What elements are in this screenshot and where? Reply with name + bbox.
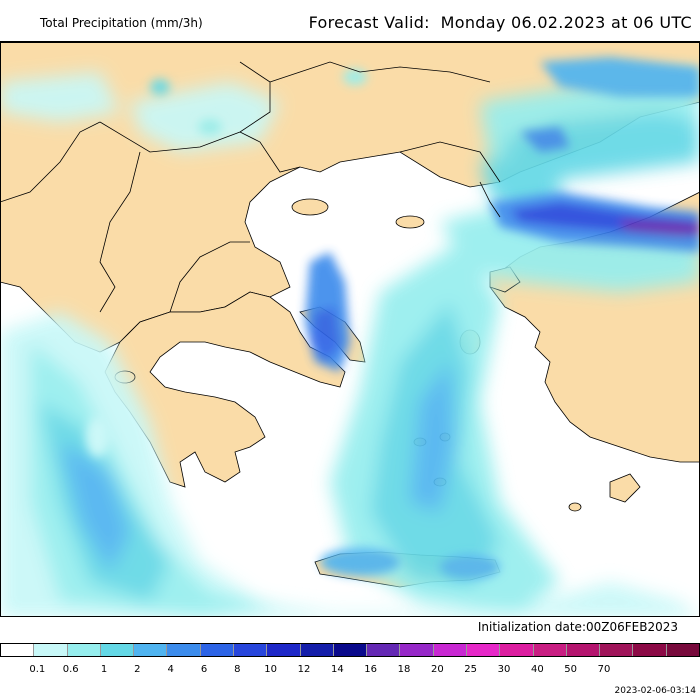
border-lines: [0, 61, 501, 313]
legend-swatch: [433, 644, 467, 656]
legend-label: 14: [330, 664, 344, 675]
legend-swatch: [566, 644, 601, 656]
initialization-date: Initialization date:00Z06FEB2023: [477, 620, 678, 634]
legend-label: 4: [167, 664, 174, 675]
land-rhodes: [609, 473, 641, 503]
color-legend: [0, 643, 700, 657]
legend-swatch: [34, 644, 68, 656]
legend-label: 18: [397, 664, 411, 675]
land-greece: [104, 291, 346, 488]
legend-swatch: [533, 644, 567, 656]
map-canvas: [0, 42, 700, 616]
precipitation-map: [0, 41, 700, 617]
legend-swatch: [1, 644, 35, 656]
timestamp: 2023-02-06-03:14: [614, 686, 697, 696]
legend-label: 8: [234, 664, 241, 675]
legend-swatch: [400, 644, 434, 656]
land-thasos: [291, 198, 329, 216]
legend-swatch: [167, 644, 201, 656]
legend-label: 0.6: [62, 664, 79, 675]
chart-title: Total Precipitation (mm/3h): [40, 16, 203, 30]
legend-label: 20: [430, 664, 444, 675]
legend-swatch: [134, 644, 168, 656]
legend-label: 30: [497, 664, 511, 675]
legend-label: 1: [100, 664, 108, 675]
legend-swatch: [67, 644, 101, 656]
legend-label: 50: [564, 664, 578, 675]
legend-label: 40: [530, 664, 544, 675]
legend-swatch: [500, 644, 534, 656]
legend-swatch: [666, 644, 699, 656]
legend-swatch: [633, 644, 667, 656]
legend-labels: 0.1 0.6 1 2 4 6 8 10 12 14 16 18 20 25 30 40 50 70: [0, 664, 700, 678]
legend-label: 0.1: [29, 664, 46, 675]
legend-swatch: [233, 644, 268, 656]
forecast-valid: Forecast Valid: Monday 06.02.2023 at 06 …: [309, 13, 692, 32]
land-karpathos: [568, 502, 582, 512]
legend-label: 10: [264, 664, 278, 675]
legend-label: 25: [464, 664, 478, 675]
legend-label: 2: [134, 664, 141, 675]
legend-label: 12: [297, 664, 311, 675]
forecast-value: Monday 06.02.2023 at 06 UTC: [440, 13, 692, 32]
legend-label: 6: [200, 664, 208, 675]
legend-swatch: [333, 644, 368, 656]
legend-swatch: [600, 644, 634, 656]
legend-swatch: [466, 644, 501, 656]
legend-swatch: [200, 644, 234, 656]
legend-swatch: [267, 644, 301, 656]
legend-label: 16: [364, 664, 378, 675]
legend-swatch: [367, 644, 401, 656]
legend-swatch: [100, 644, 135, 656]
land-lemnos: [395, 215, 425, 229]
precipitation-overlay: [0, 57, 700, 616]
legend-swatch: [300, 644, 334, 656]
legend-label: 70: [597, 664, 611, 675]
forecast-label: Forecast Valid:: [308, 13, 430, 32]
